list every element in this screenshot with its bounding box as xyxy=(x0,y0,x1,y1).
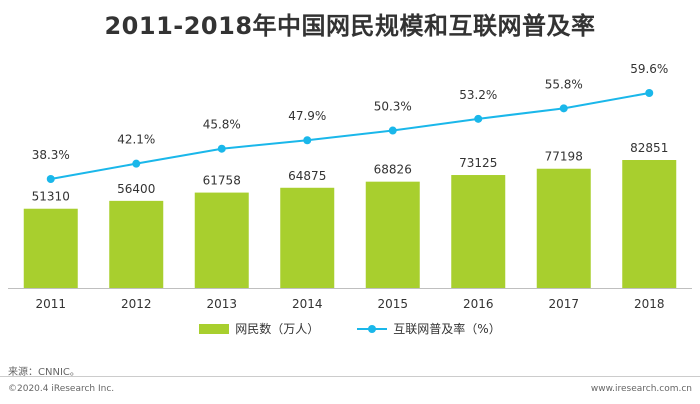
x-tick-label-2014: 2014 xyxy=(292,297,323,311)
x-tick-label-2016: 2016 xyxy=(463,297,494,311)
labels-layer: 51310 2011 56400 2012 61758 2013 64875 2014 6882… xyxy=(32,62,669,311)
bars-layer xyxy=(23,160,677,288)
bar-value-label-2013: 61758 xyxy=(203,174,241,188)
legend-swatch-line xyxy=(357,324,388,334)
line-value-label-2013: 45.8% xyxy=(203,118,241,132)
bar-2014 xyxy=(280,187,335,288)
line-point-2013 xyxy=(217,144,226,153)
legend-item-line: 互联网普及率（%） xyxy=(357,320,501,337)
footer-copyright: ©2020.4 iResearch Inc. xyxy=(8,384,115,394)
line-point-2012 xyxy=(132,159,141,168)
bar-2011 xyxy=(23,208,78,288)
legend-label-bar: 网民数（万人） xyxy=(235,322,320,336)
x-tick-label-2011: 2011 xyxy=(35,297,66,311)
bar-2015 xyxy=(365,181,420,288)
line-point-2011 xyxy=(46,175,55,183)
x-tick-label-2015: 2015 xyxy=(377,297,408,311)
bar-value-label-2011: 51310 xyxy=(32,190,70,204)
line-value-label-2017: 55.8% xyxy=(545,77,583,91)
chart-legend: 网民数（万人） 互联网普及率（%） xyxy=(0,320,700,337)
footer-divider xyxy=(0,376,700,377)
line-layer xyxy=(46,89,654,183)
source-note: 来源：CNNIC。 xyxy=(8,367,80,378)
bar-2016 xyxy=(451,175,506,288)
line-point-2017 xyxy=(559,104,568,113)
chart-plot-area: 51310 2011 56400 2012 61758 2013 64875 2014 6882… xyxy=(8,62,692,311)
line-point-2015 xyxy=(388,126,397,135)
line-value-label-2012: 42.1% xyxy=(117,133,155,147)
line-point-2016 xyxy=(474,114,483,123)
bar-2012 xyxy=(109,200,164,288)
bar-value-label-2015: 68826 xyxy=(374,163,412,177)
line-value-label-2018: 59.6% xyxy=(630,62,668,76)
line-value-label-2011: 38.3% xyxy=(32,148,70,162)
line-series-penetration-rate xyxy=(50,92,650,180)
line-value-label-2016: 53.2% xyxy=(459,88,497,102)
bar-value-label-2014: 64875 xyxy=(288,169,326,183)
bar-value-label-2016: 73125 xyxy=(459,156,497,170)
legend-swatch-bar xyxy=(199,323,230,334)
legend-item-bar: 网民数（万人） xyxy=(199,320,319,337)
x-tick-label-2012: 2012 xyxy=(121,297,152,311)
legend-label-line: 互联网普及率（%） xyxy=(393,322,501,336)
bar-value-label-2017: 77198 xyxy=(545,150,583,164)
chart-title: 2011-2018年中国网民规模和互联网普及率 xyxy=(104,12,596,40)
x-tick-label-2017: 2017 xyxy=(548,297,579,311)
x-tick-label-2018: 2018 xyxy=(634,297,665,311)
line-point-2014 xyxy=(303,136,312,145)
bar-value-label-2012: 56400 xyxy=(117,182,155,196)
bar-2018 xyxy=(622,160,677,288)
bar-value-label-2018: 82851 xyxy=(630,141,668,155)
bar-2017 xyxy=(536,168,591,288)
bar-2013 xyxy=(194,192,249,288)
line-value-label-2014: 47.9% xyxy=(288,109,326,123)
x-tick-label-2013: 2013 xyxy=(206,297,237,311)
footer-website: www.iresearch.com.cn xyxy=(590,384,692,394)
line-point-2018 xyxy=(645,89,654,97)
line-value-label-2015: 50.3% xyxy=(374,100,412,114)
